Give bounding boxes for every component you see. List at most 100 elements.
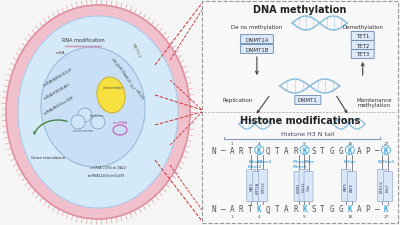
- Text: miR-22: miR-22: [122, 73, 131, 84]
- Text: S: S: [311, 146, 316, 155]
- Text: K: K: [348, 205, 352, 214]
- FancyBboxPatch shape: [253, 172, 262, 202]
- Text: DNMT1A: DNMT1A: [245, 37, 269, 42]
- Text: Histone modifications: Histone modifications: [240, 115, 360, 126]
- FancyBboxPatch shape: [247, 170, 256, 202]
- Text: T: T: [275, 146, 280, 155]
- Text: G: G: [338, 205, 343, 214]
- Text: circRNA CCRT(circ-TIAL2): circRNA CCRT(circ-TIAL2): [90, 165, 126, 169]
- Text: EZH1/2: EZH1/2: [380, 179, 384, 192]
- Text: A: A: [284, 205, 289, 214]
- Text: K9me1
K9me3: K9me1 K9me3: [292, 159, 307, 168]
- Text: KMT2A: KMT2A: [255, 181, 259, 193]
- Text: T: T: [248, 146, 252, 155]
- Text: Ezh2: Ezh2: [386, 182, 390, 191]
- Text: miR-21: miR-21: [110, 57, 119, 68]
- Text: R: R: [293, 205, 298, 214]
- Ellipse shape: [97, 78, 125, 113]
- Text: Histone H3 N tail: Histone H3 N tail: [281, 132, 334, 137]
- Text: Maintenance
methylation: Maintenance methylation: [357, 97, 392, 108]
- Text: circRNA: circRNA: [112, 120, 128, 124]
- Text: 27: 27: [383, 141, 389, 145]
- Text: De no methylation: De no methylation: [231, 25, 282, 30]
- Text: P: P: [366, 146, 370, 155]
- Text: K: K: [257, 146, 262, 155]
- Text: A: A: [356, 205, 361, 214]
- Text: A: A: [356, 146, 361, 155]
- Text: R: R: [239, 146, 244, 155]
- Text: METTL3: METTL3: [131, 43, 141, 59]
- Text: –: –: [375, 146, 379, 155]
- Text: nucleosome: nucleosome: [72, 128, 94, 132]
- Text: lncRNA-PCED1B-AS1: lncRNA-PCED1B-AS1: [43, 82, 71, 101]
- Text: KAT5: KAT5: [344, 181, 348, 190]
- Text: A: A: [284, 146, 289, 155]
- Text: R: R: [239, 205, 244, 214]
- Ellipse shape: [6, 6, 190, 219]
- FancyBboxPatch shape: [240, 45, 273, 54]
- Text: K: K: [384, 146, 388, 155]
- Text: K9ac: K9ac: [304, 159, 314, 163]
- Circle shape: [91, 115, 105, 129]
- Text: 1: 1: [231, 141, 234, 145]
- Text: Q: Q: [266, 146, 271, 155]
- FancyBboxPatch shape: [304, 172, 313, 202]
- Text: histone: histone: [90, 113, 104, 117]
- Text: lncRNA ANRIL(H19)-YP: lncRNA ANRIL(H19)-YP: [43, 68, 74, 88]
- Text: let-7: let-7: [128, 83, 135, 90]
- FancyBboxPatch shape: [384, 172, 392, 202]
- Text: 9: 9: [303, 214, 306, 218]
- Text: K4me1
K4me2: K4me1 K4me2: [248, 159, 262, 168]
- Text: TET2: TET2: [356, 43, 370, 48]
- FancyBboxPatch shape: [202, 2, 398, 223]
- Text: KDM1: KDM1: [296, 182, 300, 192]
- Text: K: K: [257, 205, 262, 214]
- FancyBboxPatch shape: [351, 32, 374, 41]
- Text: lncRNA-MEG3(linc-ROR: lncRNA-MEG3(linc-ROR: [43, 95, 74, 116]
- Text: 1: 1: [231, 214, 234, 218]
- Text: A: A: [230, 146, 234, 155]
- Text: T: T: [320, 146, 325, 155]
- Text: R: R: [293, 146, 298, 155]
- Text: 9: 9: [303, 141, 306, 145]
- Text: Q: Q: [266, 205, 271, 214]
- Circle shape: [78, 108, 92, 122]
- Text: miR-155: miR-155: [134, 88, 144, 101]
- Text: DNMT1: DNMT1: [298, 98, 318, 103]
- Text: K: K: [384, 205, 388, 214]
- Text: K: K: [302, 146, 307, 155]
- Text: 18: 18: [347, 214, 352, 218]
- FancyBboxPatch shape: [294, 172, 303, 202]
- Text: K16ac: K16ac: [344, 159, 356, 163]
- Text: T: T: [248, 205, 252, 214]
- Text: TET1: TET1: [356, 34, 370, 39]
- FancyBboxPatch shape: [378, 170, 386, 202]
- Text: S: S: [311, 205, 316, 214]
- Text: G: G: [329, 146, 334, 155]
- Text: KAT8: KAT8: [350, 182, 354, 191]
- Text: K: K: [348, 146, 352, 155]
- Text: G: G: [338, 146, 343, 155]
- Text: RNA modification: RNA modification: [62, 38, 104, 43]
- Text: Replication: Replication: [222, 98, 252, 103]
- Text: K27me3: K27me3: [378, 159, 394, 163]
- Text: T: T: [275, 205, 280, 214]
- Text: N: N: [212, 205, 216, 214]
- Text: –: –: [221, 146, 225, 155]
- Text: Gene translation: Gene translation: [31, 155, 65, 159]
- Text: DNA methylation: DNA methylation: [253, 5, 347, 15]
- FancyBboxPatch shape: [259, 170, 268, 202]
- FancyBboxPatch shape: [351, 50, 374, 59]
- Text: KMT2C: KMT2C: [261, 180, 265, 192]
- FancyBboxPatch shape: [295, 96, 321, 105]
- Ellipse shape: [41, 48, 145, 167]
- Circle shape: [71, 115, 85, 129]
- Text: Demethylation: Demethylation: [342, 25, 383, 30]
- Text: G9a: G9a: [306, 183, 310, 190]
- Text: HAT1: HAT1: [249, 181, 253, 190]
- Text: K: K: [302, 205, 307, 214]
- Text: G: G: [329, 205, 334, 214]
- Text: K4me3: K4me3: [258, 159, 272, 163]
- Text: T: T: [320, 205, 325, 214]
- FancyBboxPatch shape: [341, 170, 350, 202]
